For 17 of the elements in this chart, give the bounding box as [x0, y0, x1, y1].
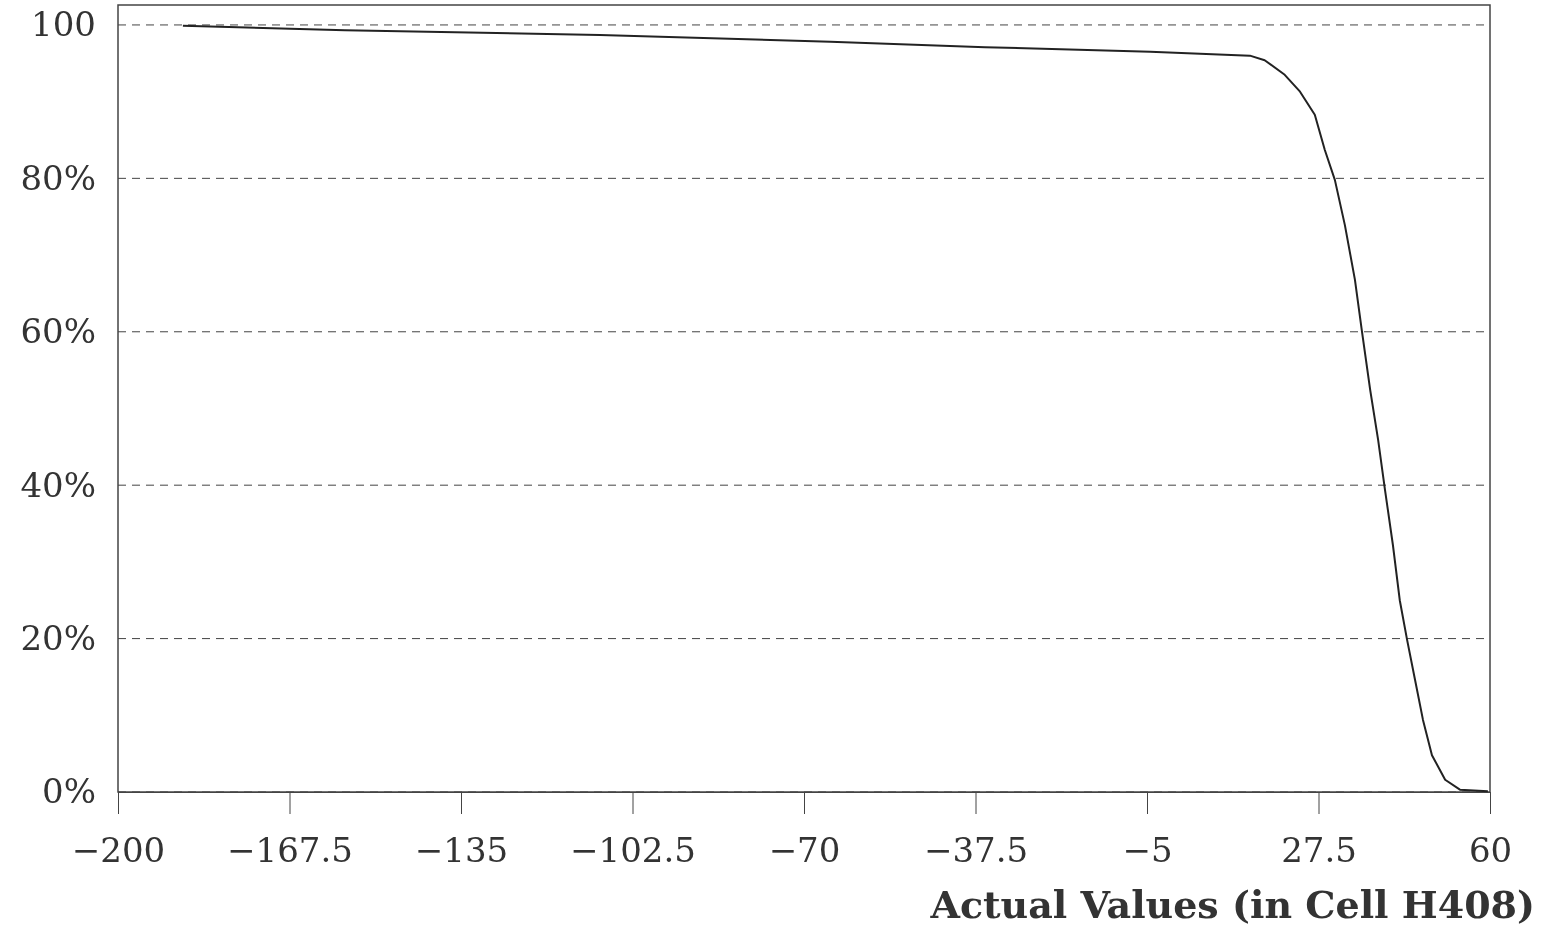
x-tick-label: −167.5 — [227, 830, 353, 871]
x-tick-label: −102.5 — [570, 830, 696, 871]
x-tick-label: −5 — [1122, 830, 1173, 871]
x-tick-label: −70 — [768, 830, 841, 871]
x-tick-label: −135 — [414, 830, 509, 871]
line-series — [181, 24, 1489, 793]
y-tick-label: 0% — [42, 771, 96, 812]
y-tick-label: 20% — [20, 617, 96, 658]
y-tick-label: 60% — [20, 311, 96, 352]
y-tick-label: 100 — [31, 4, 96, 45]
x-tick-label: 27.5 — [1281, 830, 1357, 871]
x-axis-title: Actual Values (in Cell H408) — [929, 882, 1535, 927]
y-tick-label: 80% — [20, 157, 96, 198]
x-tick-label: −200 — [71, 830, 166, 871]
x-tick-label: −37.5 — [923, 830, 1029, 871]
x-tick-label: 60 — [1468, 830, 1513, 871]
y-tick-label: 40% — [20, 464, 96, 505]
